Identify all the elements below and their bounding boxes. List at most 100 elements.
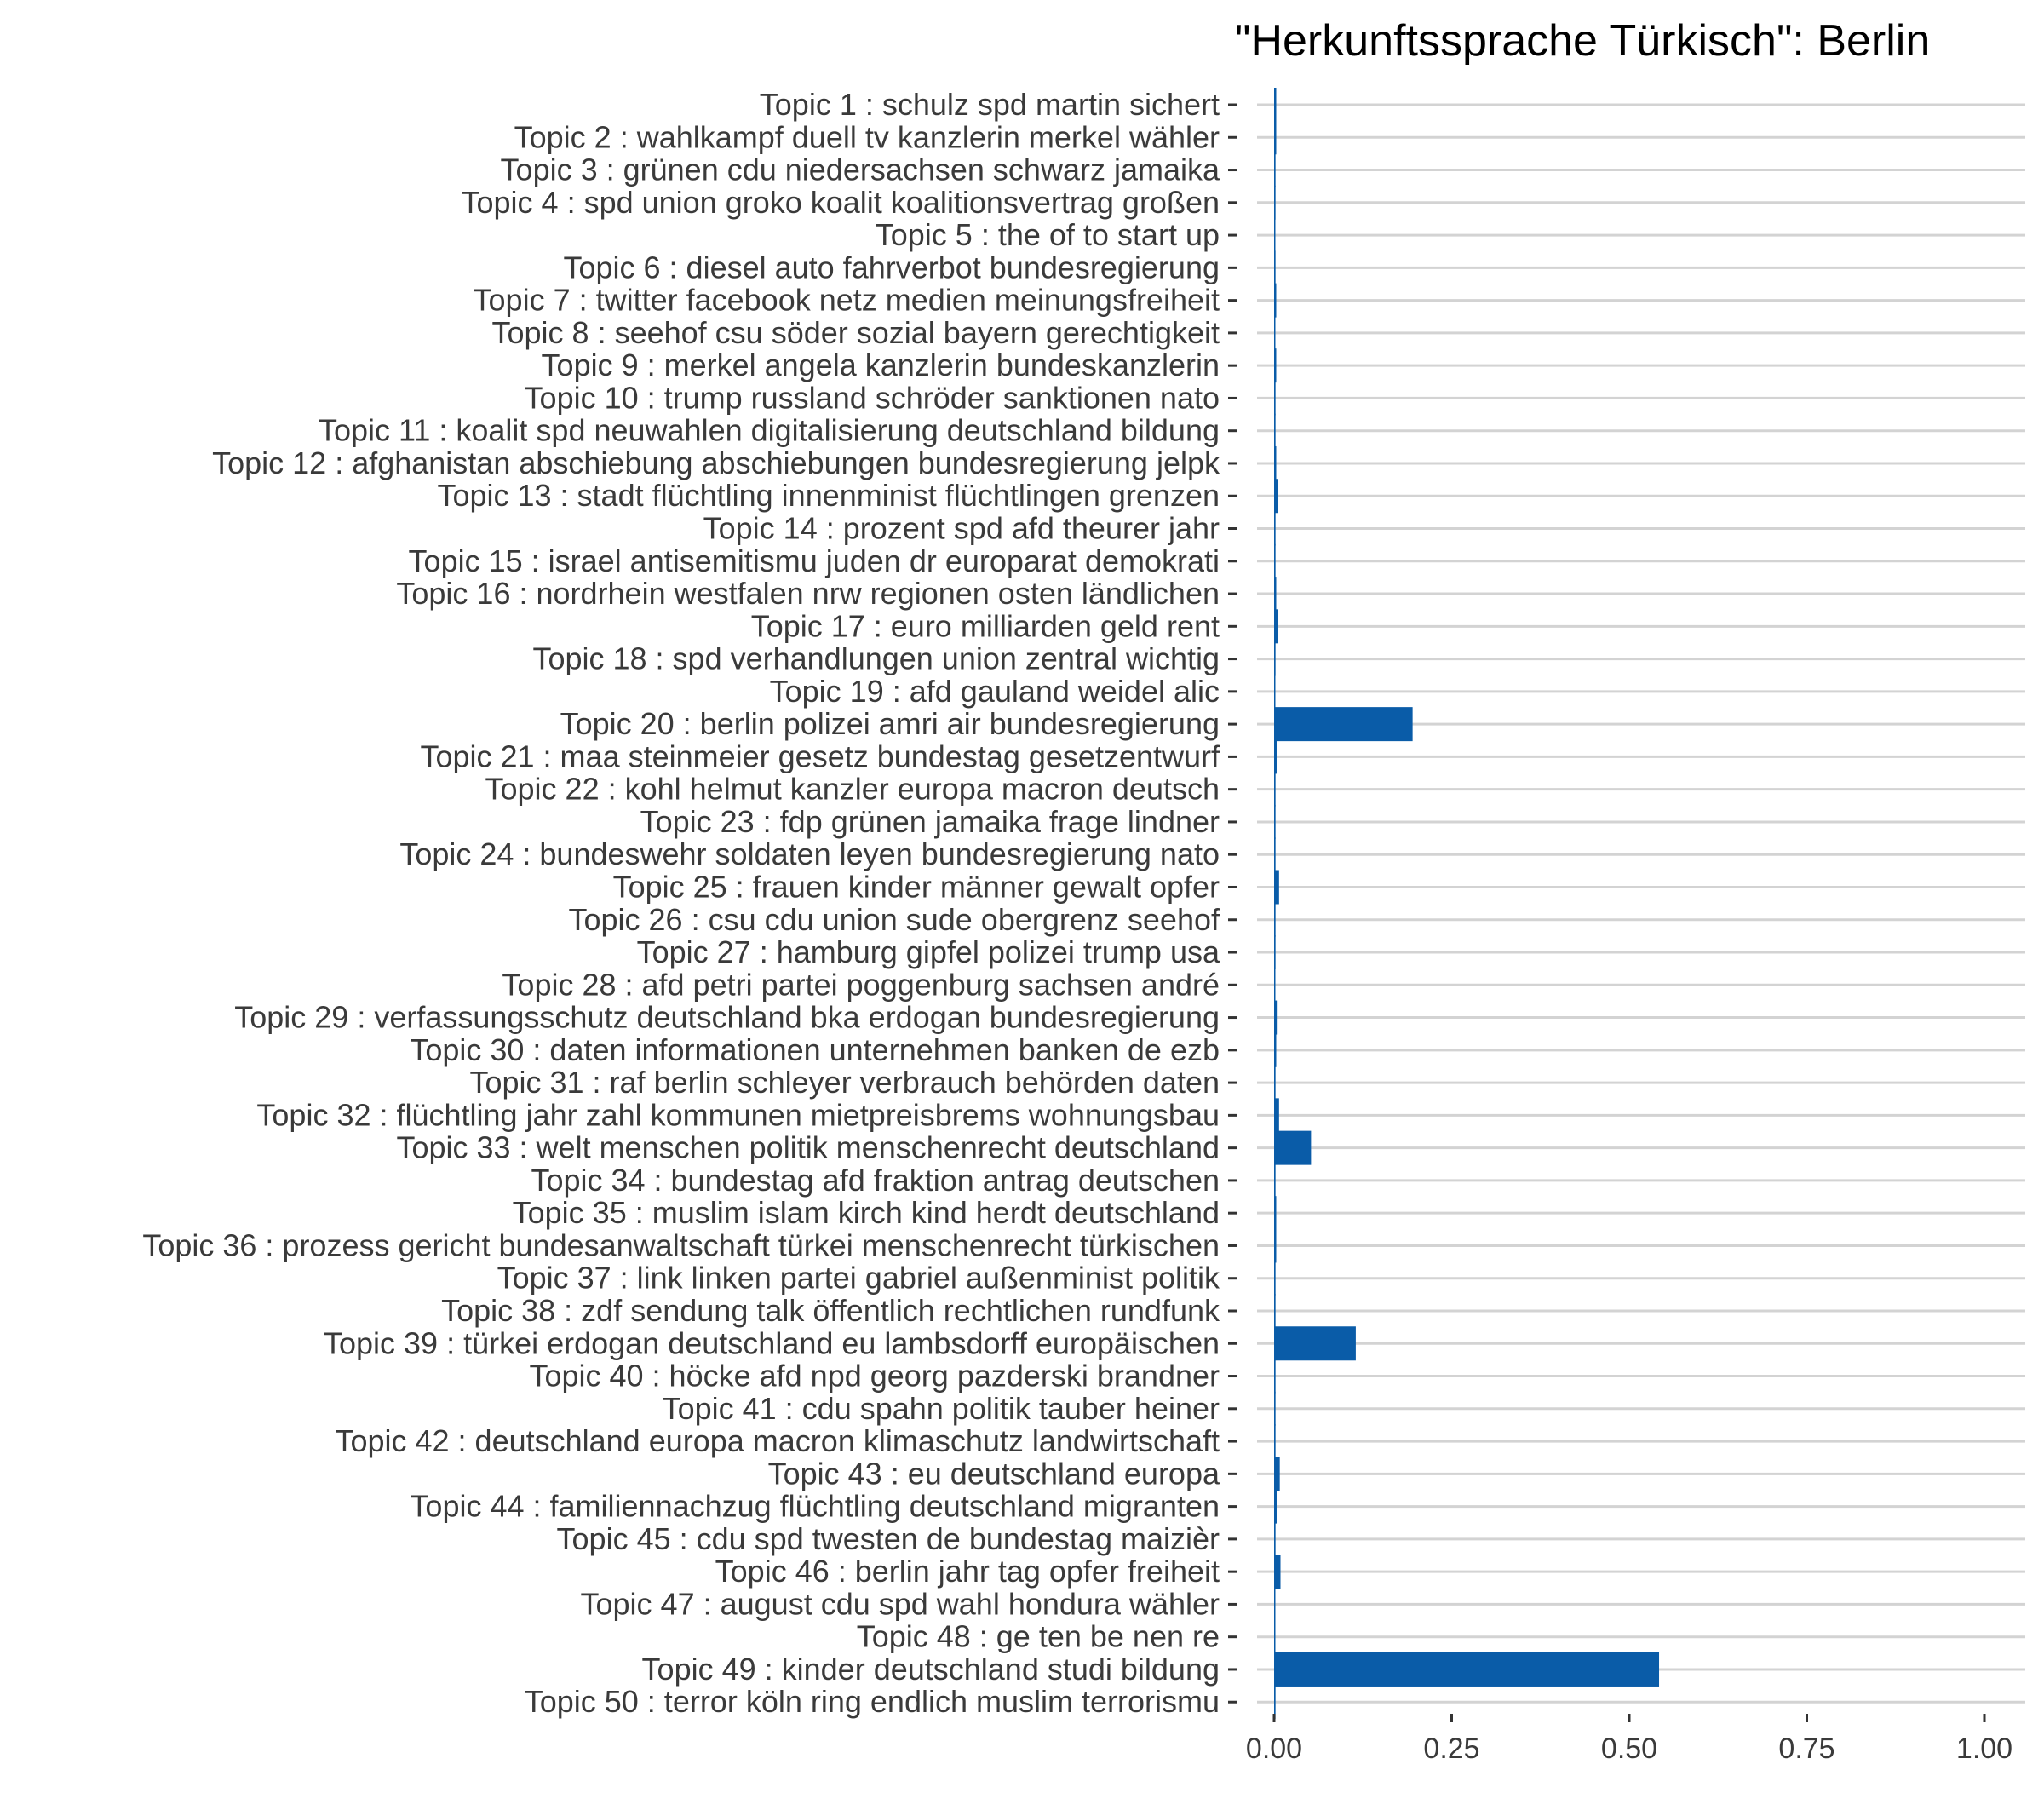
- x-tick-label: 0.50: [1601, 1733, 1657, 1765]
- category-label: Topic 30 : daten informationen unternehm…: [410, 1032, 1220, 1067]
- bar: [1274, 1130, 1312, 1165]
- bar: [1274, 1000, 1278, 1035]
- bar: [1274, 348, 1277, 383]
- bar: [1274, 250, 1276, 285]
- bar: [1274, 1457, 1280, 1491]
- x-tick-label: 1.00: [1956, 1733, 2012, 1765]
- bar: [1274, 837, 1276, 872]
- category-label: Topic 12 : afghanistan abschiebung absch…: [212, 445, 1220, 480]
- x-tick-label: 0.75: [1778, 1733, 1834, 1765]
- category-label: Topic 2 : wahlkampf duell tv kanzlerin m…: [514, 119, 1220, 154]
- category-label: Topic 33 : welt menschen politik mensche…: [396, 1130, 1220, 1165]
- bar: [1274, 1293, 1276, 1328]
- category-label: Topic 28 : afd petri partei poggenburg s…: [502, 967, 1220, 1002]
- category-label: Topic 5 : the of to start up: [876, 217, 1220, 252]
- category-label: Topic 34 : bundestag afd fraktion antrag…: [531, 1163, 1220, 1198]
- category-label: Topic 40 : höcke afd npd georg pazderski…: [529, 1359, 1220, 1394]
- bar: [1274, 511, 1276, 546]
- category-label: Topic 27 : hamburg gipfel polizei trump …: [637, 934, 1220, 969]
- bar: [1274, 543, 1276, 578]
- bar: [1274, 152, 1276, 187]
- bar: [1274, 1652, 1660, 1687]
- x-tick-label: 0.00: [1246, 1733, 1302, 1765]
- category-label: Topic 10 : trump russland schröder sankt…: [525, 380, 1220, 415]
- category-label: Topic 42 : deutschland europa macron kli…: [335, 1423, 1220, 1458]
- y-axis-ticks: [1228, 103, 1237, 1704]
- bar: [1274, 1391, 1276, 1426]
- category-label: Topic 14 : prozent spd afd theurer jahr: [703, 511, 1220, 546]
- bars: [1274, 88, 1660, 1720]
- bar: [1274, 674, 1276, 709]
- category-label: Topic 36 : prozess gericht bundesanwalts…: [142, 1227, 1220, 1262]
- category-label: Topic 45 : cdu spd twesten de bundestag …: [557, 1521, 1220, 1556]
- bar: [1274, 445, 1277, 480]
- bar: [1274, 1196, 1277, 1231]
- category-label: Topic 8 : seehof csu söder sozial bayern…: [492, 315, 1220, 350]
- category-label: Topic 1 : schulz spd martin sichert: [760, 87, 1220, 122]
- bar: [1274, 577, 1277, 612]
- bar: [1274, 739, 1278, 774]
- category-label: Topic 44 : familiennachzug flüchtling de…: [410, 1489, 1220, 1524]
- bar: [1274, 185, 1276, 220]
- category-label: Topic 7 : twitter facebook netz medien m…: [474, 283, 1220, 318]
- category-label: Topic 17 : euro milliarden geld rent: [751, 608, 1220, 643]
- category-label: Topic 39 : türkei erdogan deutschland eu…: [324, 1325, 1220, 1360]
- category-label: Topic 13 : stadt flüchtling innenminist …: [437, 478, 1220, 513]
- category-label: Topic 37 : link linken partei gabriel au…: [497, 1261, 1220, 1296]
- bar: [1274, 1424, 1276, 1459]
- bar: [1274, 1521, 1276, 1556]
- bar: [1274, 609, 1279, 644]
- x-axis-ticks: 0.00 0.25 0.50 0.75 1.00: [1246, 1714, 2012, 1765]
- bar: [1274, 479, 1279, 514]
- bar: [1274, 1326, 1356, 1361]
- category-label: Topic 4 : spd union groko koalit koaliti…: [462, 185, 1220, 220]
- bar: [1274, 413, 1276, 448]
- bar: [1274, 935, 1276, 970]
- bar: [1274, 1066, 1276, 1101]
- bar: [1274, 283, 1277, 318]
- category-label: Topic 18 : spd verhandlungen union zentr…: [532, 641, 1220, 676]
- bar: [1274, 772, 1276, 807]
- category-label: Topic 49 : kinder deutschland studi bild…: [642, 1652, 1220, 1687]
- bar: [1274, 1555, 1281, 1589]
- bar: [1274, 1619, 1276, 1654]
- category-label: Topic 32 : flüchtling jahr zahl kommunen…: [256, 1097, 1220, 1132]
- grid-lines: [1257, 103, 2025, 1704]
- category-label: Topic 41 : cdu spahn politik tauber hein…: [663, 1391, 1220, 1426]
- chart-title: "Herkunftssprache Türkisch": Berlin: [1235, 16, 1930, 66]
- category-label: Topic 26 : csu cdu union sude obergrenz …: [568, 902, 1220, 937]
- category-label: Topic 38 : zdf sendung talk öffentlich r…: [441, 1293, 1220, 1328]
- bar: [1274, 1587, 1276, 1622]
- bar: [1274, 381, 1276, 416]
- bar: [1274, 1261, 1276, 1296]
- category-label: Topic 47 : august cdu spd wahl hondura w…: [581, 1586, 1220, 1621]
- category-label: Topic 35 : muslim islam kirch kind herdt…: [513, 1195, 1220, 1230]
- category-label: Topic 29 : verfassungsschutz deutschland…: [234, 1000, 1220, 1035]
- category-label: Topic 15 : israel antisemitismu juden dr…: [409, 543, 1220, 578]
- bar: [1274, 902, 1276, 937]
- category-labels: Topic 1 : schulz spd martin sichertTopic…: [142, 87, 1220, 1719]
- category-label: Topic 6 : diesel auto fahrverbot bundesr…: [563, 250, 1220, 284]
- bar: [1274, 804, 1276, 839]
- category-label: Topic 20 : berlin polizei amri air bunde…: [560, 706, 1220, 741]
- category-label: Topic 22 : kohl helmut kanzler europa ma…: [485, 772, 1220, 807]
- bar: [1274, 1489, 1278, 1524]
- category-label: Topic 46 : berlin jahr tag opfer freihei…: [715, 1554, 1220, 1589]
- bar: [1274, 707, 1413, 742]
- bar: [1274, 218, 1276, 253]
- category-label: Topic 3 : grünen cdu niedersachsen schwa…: [501, 152, 1220, 187]
- bar: [1274, 641, 1276, 676]
- category-label: Topic 16 : nordrhein westfalen nrw regio…: [396, 576, 1220, 611]
- bar: [1274, 120, 1277, 155]
- bar: [1274, 1163, 1276, 1198]
- category-label: Topic 19 : afd gauland weidel alic: [770, 674, 1220, 709]
- category-label: Topic 24 : bundeswehr soldaten leyen bun…: [399, 836, 1220, 871]
- bar: [1274, 315, 1276, 350]
- bar: [1274, 870, 1279, 905]
- bar: [1274, 1098, 1279, 1133]
- bar: [1274, 88, 1277, 122]
- bar: [1274, 1685, 1276, 1720]
- category-label: Topic 9 : merkel angela kanzlerin bundes…: [542, 348, 1220, 382]
